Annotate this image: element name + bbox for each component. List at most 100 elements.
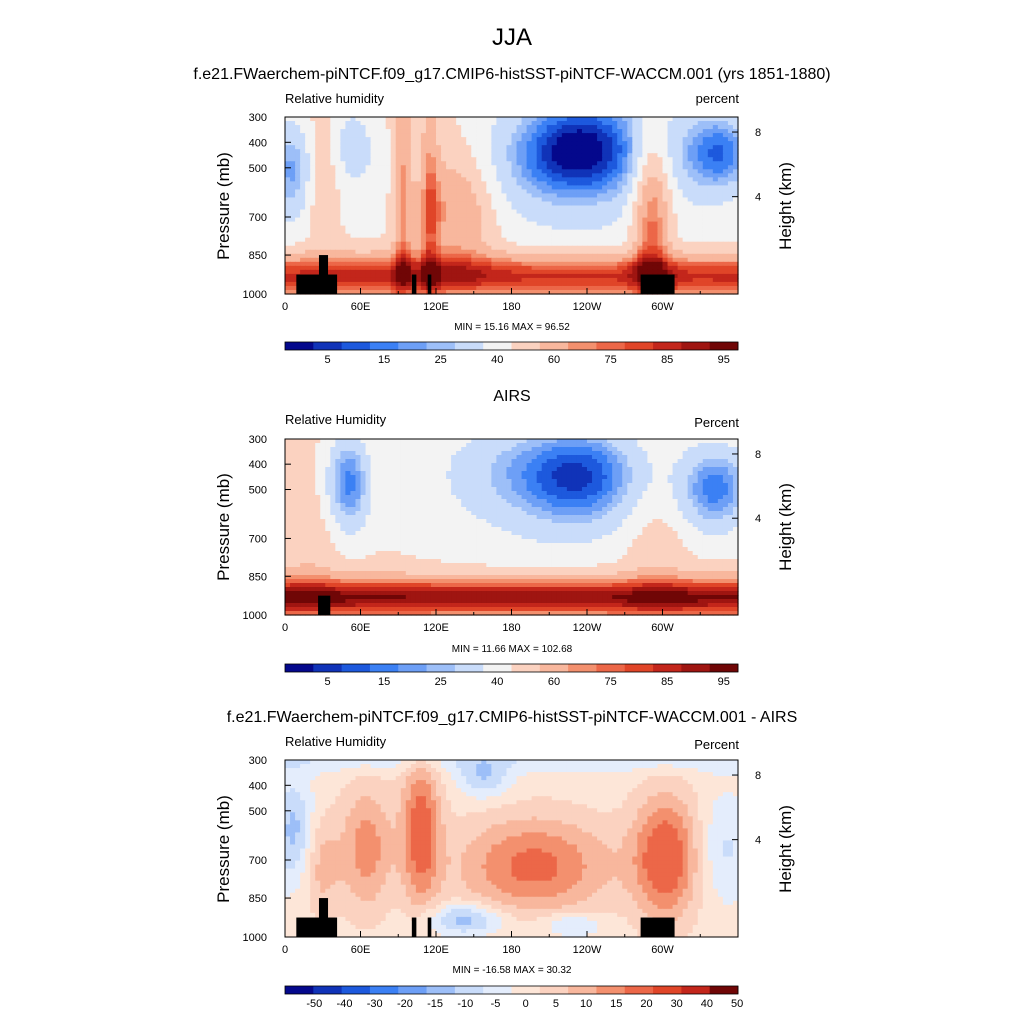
heatmap-cell	[385, 129, 392, 134]
heatmap-cell	[451, 467, 457, 472]
heatmap-cell	[295, 447, 301, 452]
heatmap-cell	[536, 153, 543, 158]
heatmap-cell	[370, 277, 377, 283]
heatmap-cell	[662, 169, 669, 174]
heatmap-cell	[400, 129, 407, 134]
heatmap-cell	[501, 177, 508, 182]
heatmap-cell	[430, 281, 437, 287]
heatmap-cell	[511, 455, 518, 460]
heatmap-cell	[486, 459, 492, 464]
heatmap-cell	[305, 471, 311, 476]
heatmap-cell	[672, 447, 679, 452]
heatmap-cell	[707, 129, 714, 134]
heatmap-cell	[370, 447, 377, 452]
heatmap-cell	[697, 467, 704, 472]
heatmap-cell	[632, 451, 638, 456]
heatmap-cell	[290, 145, 296, 150]
heatmap-cell	[330, 153, 336, 158]
heatmap-cell	[461, 237, 467, 243]
heatmap-cell	[687, 447, 694, 452]
heatmap-cell	[592, 205, 598, 211]
heatmap-cell	[365, 237, 372, 243]
heatmap-cell	[330, 117, 336, 122]
heatmap-cell	[732, 173, 739, 178]
heatmap-cell	[521, 149, 528, 154]
heatmap-cell	[727, 165, 734, 170]
heatmap-cell	[360, 273, 367, 279]
heatmap-cell	[390, 273, 397, 279]
heatmap-cell	[300, 197, 306, 203]
heatmap-cell	[516, 141, 523, 146]
heatmap-cell	[461, 475, 467, 480]
heatmap-cell	[400, 225, 407, 231]
heatmap-cell	[712, 249, 719, 255]
heatmap-cell	[415, 289, 422, 295]
heatmap-cell	[335, 285, 341, 291]
heatmap-cell	[697, 209, 704, 215]
heatmap-cell	[541, 233, 548, 239]
heatmap-cell	[647, 443, 654, 448]
heatmap-cell	[501, 229, 508, 235]
heatmap-cell	[441, 149, 447, 154]
heatmap-cell	[350, 125, 357, 130]
heatmap-cell	[682, 439, 689, 444]
heatmap-cell	[622, 471, 628, 476]
heatmap-cell	[602, 161, 608, 166]
heatmap-cell	[365, 225, 372, 231]
heatmap-cell	[506, 447, 513, 452]
heatmap-cell	[486, 269, 492, 275]
heatmap-cell	[365, 233, 372, 239]
heatmap-cell	[692, 455, 699, 460]
heatmap-cell	[551, 229, 558, 235]
heatmap-cell	[481, 447, 487, 452]
heatmap-cell	[380, 289, 387, 295]
heatmap-cell	[365, 157, 372, 162]
heatmap-cell	[592, 277, 598, 283]
heatmap-cell	[285, 121, 291, 126]
heatmap-cell	[325, 125, 331, 130]
heatmap-cell	[305, 129, 311, 134]
heatmap-cell	[446, 201, 452, 207]
colorbar-swatch	[285, 342, 314, 350]
heatmap-cell	[436, 201, 442, 207]
heatmap-cell	[597, 221, 603, 227]
heatmap-cell	[531, 233, 538, 239]
heatmap-cell	[536, 233, 543, 239]
heatmap-cell	[682, 169, 689, 174]
heatmap-cell	[622, 475, 628, 480]
heatmap-cell	[491, 245, 497, 251]
heatmap-cell	[345, 257, 352, 263]
heatmap-cell	[602, 443, 608, 448]
heatmap-cell	[415, 169, 422, 174]
heatmap-cell	[642, 467, 648, 472]
heatmap-cell	[722, 249, 729, 255]
heatmap-cell	[415, 475, 422, 480]
heatmap-cell	[330, 121, 336, 126]
heatmap-cell	[576, 459, 583, 464]
heatmap-cell	[727, 209, 734, 215]
heatmap-cell	[370, 161, 377, 166]
heatmap-cell	[581, 125, 588, 130]
heatmap-cell	[541, 285, 548, 291]
heatmap-cell	[340, 289, 346, 295]
heatmap-cell	[556, 177, 563, 182]
heatmap-cell	[501, 153, 508, 158]
heatmap-cell	[632, 273, 638, 279]
heatmap-cell	[566, 197, 573, 203]
heatmap-cell	[436, 265, 442, 271]
heatmap-cell	[285, 237, 291, 243]
heatmap-cell	[345, 229, 352, 235]
heatmap-cell	[692, 205, 699, 211]
heatmap-cell	[622, 121, 628, 126]
heatmap-cell	[607, 475, 613, 480]
heatmap-cell	[546, 269, 553, 275]
heatmap-cell	[727, 245, 734, 251]
heatmap-cell	[390, 145, 397, 150]
heatmap-cell	[712, 257, 719, 263]
heatmap-cell	[335, 475, 341, 480]
heatmap-cell	[315, 467, 321, 472]
heatmap-cell	[612, 153, 618, 158]
heatmap-cell	[707, 455, 714, 460]
heatmap-cell	[375, 289, 382, 295]
heatmap-cell	[330, 193, 336, 199]
